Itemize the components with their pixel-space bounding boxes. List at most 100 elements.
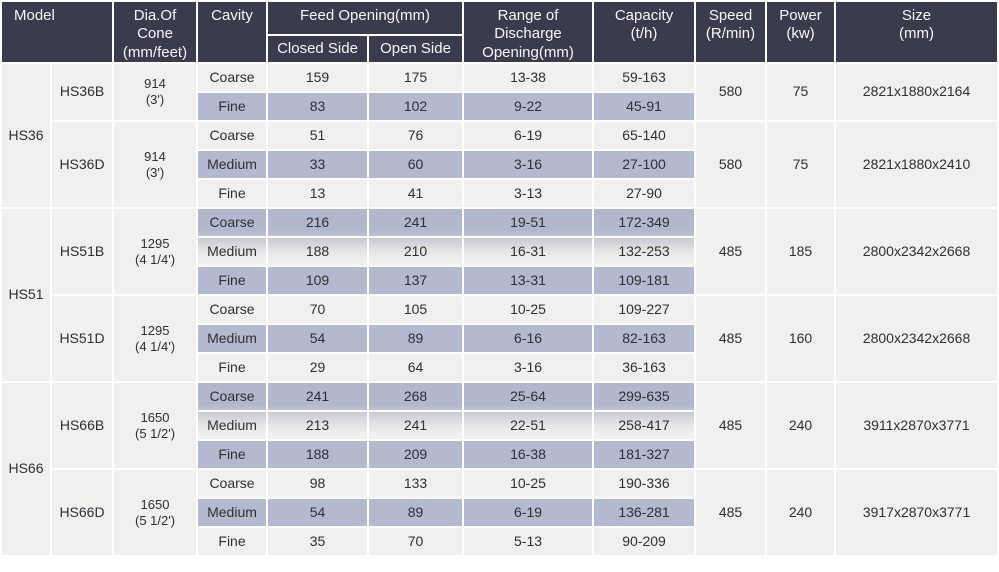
speed-cell: 485 xyxy=(696,383,766,468)
model-cell: HS36 xyxy=(2,64,50,207)
capacity-cell: 109-181 xyxy=(594,267,695,294)
dia-cell: 1650 (5 1/2') xyxy=(114,383,197,468)
closed-side-cell: 35 xyxy=(268,528,368,555)
open-side-cell: 102 xyxy=(369,93,463,120)
cavity-cell: Fine xyxy=(198,267,267,294)
cavity-cell: Coarse xyxy=(198,122,267,149)
table-row: HS36D 914 (3') Coarse 51 76 6-19 65-140 … xyxy=(2,122,998,207)
header-row-1: Model Dia.Of Cone (mm/feet) Cavity Feed … xyxy=(2,2,998,62)
capacity-cell: 172-349 xyxy=(594,209,695,236)
capacity-cell: 45-91 xyxy=(594,93,695,120)
header-cavity: Cavity xyxy=(198,2,267,62)
size-cell: 2800x2342x2668 xyxy=(836,296,998,381)
crusher-spec-table: Model Dia.Of Cone (mm/feet) Cavity Feed … xyxy=(0,0,999,557)
range-cell: 16-38 xyxy=(464,441,593,468)
table-row: Fine 109 137 13-31 109-181 xyxy=(2,267,997,294)
range-cell: 6-19 xyxy=(464,122,593,149)
speed-cell: 485 xyxy=(696,470,766,555)
closed-side-cell: 159 xyxy=(268,64,368,91)
power-cell: 160 xyxy=(767,296,835,381)
open-side-cell: 209 xyxy=(369,441,463,468)
cavity-cell: Medium xyxy=(198,325,267,352)
range-cell: 3-16 xyxy=(464,354,593,381)
capacity-cell: 27-90 xyxy=(594,180,695,207)
closed-side-cell: 54 xyxy=(268,325,368,352)
range-cell: 22-51 xyxy=(464,412,593,439)
table-row: Medium 54 89 6-16 82-163 xyxy=(2,325,997,352)
range-cell: 19-51 xyxy=(464,209,593,236)
range-cell: 10-25 xyxy=(464,470,593,497)
header-speed: Speed (R/min) xyxy=(696,2,766,62)
speed-cell: 485 xyxy=(696,209,766,294)
header-dia: Dia.Of Cone (mm/feet) xyxy=(114,2,197,62)
range-cell: 13-31 xyxy=(464,267,593,294)
model-cell: HS66 xyxy=(2,383,50,555)
table-row: HS51D 1295 (4 1/4') Coarse 70 105 10-25 … xyxy=(2,296,998,381)
table-row: HS36 HS36B 914 (3') Coarse 159 175 13-38… xyxy=(2,64,998,207)
cavity-cell: Fine xyxy=(198,93,267,120)
open-side-cell: 41 xyxy=(369,180,463,207)
size-cell: 3917x2870x3771 xyxy=(836,470,998,555)
cavity-cell: Medium xyxy=(198,499,267,526)
closed-side-cell: 241 xyxy=(268,383,368,410)
size-cell: 2821x1880x2164 xyxy=(836,64,998,120)
closed-side-cell: 98 xyxy=(268,470,368,497)
capacity-cell: 190-336 xyxy=(594,470,695,497)
capacity-cell: 90-209 xyxy=(594,528,695,555)
capacity-cell: 36-163 xyxy=(594,354,695,381)
header-open-side: Open Side xyxy=(369,36,463,62)
range-cell: 5-13 xyxy=(464,528,593,555)
power-cell: 240 xyxy=(767,470,835,555)
dia-cell: 914 (3') xyxy=(114,64,197,120)
table-row: Fine 13 41 3-13 27-90 xyxy=(2,180,997,207)
open-side-cell: 70 xyxy=(369,528,463,555)
capacity-cell: 27-100 xyxy=(594,151,695,178)
open-side-cell: 64 xyxy=(369,354,463,381)
table-row: HS66D 1650 (5 1/2') Coarse 98 133 10-25 … xyxy=(2,470,998,555)
capacity-cell: 82-163 xyxy=(594,325,695,352)
range-cell: 13-38 xyxy=(464,64,593,91)
closed-side-cell: 33 xyxy=(268,151,368,178)
cavity-cell: Fine xyxy=(198,528,267,555)
cavity-cell: Coarse xyxy=(198,470,267,497)
power-cell: 240 xyxy=(767,383,835,468)
size-cell: 2800x2342x2668 xyxy=(836,209,998,294)
submodel-cell: HS66B xyxy=(52,383,113,468)
table-row: HS51 HS51B 1295 (4 1/4') Coarse 216 241 … xyxy=(2,209,998,381)
closed-side-cell: 188 xyxy=(268,238,368,265)
open-side-cell: 175 xyxy=(369,64,463,91)
table-row: HS66 HS66B 1650 (5 1/2') Coarse 241 268 … xyxy=(2,383,998,555)
range-cell: 6-19 xyxy=(464,499,593,526)
speed-cell: 580 xyxy=(696,64,766,120)
dia-cell: 1295 (4 1/4') xyxy=(114,296,197,381)
range-cell: 10-25 xyxy=(464,296,593,323)
cavity-cell: Fine xyxy=(198,180,267,207)
capacity-cell: 109-227 xyxy=(594,296,695,323)
closed-side-cell: 54 xyxy=(268,499,368,526)
open-side-cell: 89 xyxy=(369,325,463,352)
header-feed-opening: Feed Opening(mm) xyxy=(268,2,463,34)
dia-cell: 914 (3') xyxy=(114,122,197,207)
table-row: Medium 54 89 6-19 136-281 xyxy=(2,499,997,526)
closed-side-cell: 188 xyxy=(268,441,368,468)
table-row: Fine 83 102 9-22 45-91 xyxy=(2,93,997,120)
header-capacity: Capacity (t/h) xyxy=(594,2,695,62)
table-row: Fine 29 64 3-16 36-163 xyxy=(2,354,997,381)
range-cell: 25-64 xyxy=(464,383,593,410)
range-cell: 16-31 xyxy=(464,238,593,265)
open-side-cell: 89 xyxy=(369,499,463,526)
closed-side-cell: 83 xyxy=(268,93,368,120)
header-closed-side: Closed Side xyxy=(268,36,368,62)
open-side-cell: 241 xyxy=(369,209,463,236)
open-side-cell: 105 xyxy=(369,296,463,323)
open-side-cell: 241 xyxy=(369,412,463,439)
table-row: Medium 213 241 22-51 258-417 xyxy=(2,412,997,439)
speed-cell: 580 xyxy=(696,122,766,207)
open-side-cell: 60 xyxy=(369,151,463,178)
open-side-cell: 268 xyxy=(369,383,463,410)
model-cell: HS51 xyxy=(2,209,50,381)
closed-side-cell: 213 xyxy=(268,412,368,439)
submodel-cell: HS36D xyxy=(52,122,113,207)
header-model: Model xyxy=(2,2,113,62)
header-range: Range of Discharge Opening(mm) xyxy=(464,2,593,62)
